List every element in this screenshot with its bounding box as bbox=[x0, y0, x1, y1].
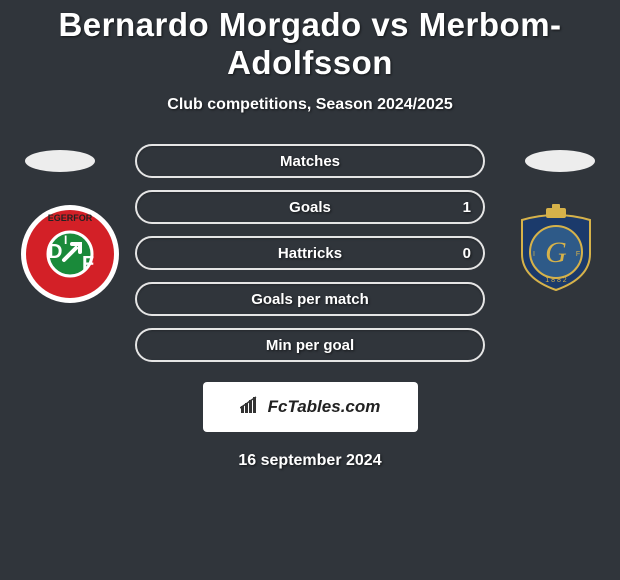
row-hattricks-right: 0 bbox=[463, 245, 471, 262]
page-title: Bernardo Morgado vs Merbom-Adolfsson bbox=[0, 0, 620, 82]
row-goals: Goals 1 bbox=[135, 190, 485, 224]
brand-box: FcTables.com bbox=[203, 382, 418, 432]
row-matches-label: Matches bbox=[280, 153, 340, 170]
svg-text:I: I bbox=[533, 251, 535, 258]
row-goals-right: 1 bbox=[463, 199, 471, 216]
svg-text:D: D bbox=[48, 241, 62, 263]
brand-chart-icon bbox=[240, 396, 262, 419]
row-matches: Matches bbox=[135, 144, 485, 178]
club-badge-right: G I F 1 8 8 2 bbox=[512, 204, 600, 292]
svg-text:I: I bbox=[64, 233, 67, 247]
subtitle: Club competitions, Season 2024/2025 bbox=[0, 96, 620, 114]
row-gpm: Goals per match bbox=[135, 282, 485, 316]
main: EGERFOR D F I G I F 1 8 8 2 Matc bbox=[0, 144, 620, 470]
comparison-card: Bernardo Morgado vs Merbom-Adolfsson Clu… bbox=[0, 0, 620, 580]
photo-placeholder-right bbox=[525, 150, 595, 172]
svg-text:EGERFOR: EGERFOR bbox=[48, 213, 93, 223]
svg-text:F: F bbox=[576, 251, 580, 258]
row-hattricks-label: Hattricks bbox=[278, 245, 342, 262]
brand-text: FcTables.com bbox=[268, 397, 381, 417]
brand-inner: FcTables.com bbox=[240, 396, 381, 419]
date-stamp: 16 september 2024 bbox=[0, 452, 620, 470]
club-badge-left: EGERFOR D F I bbox=[20, 204, 120, 304]
photo-placeholder-left bbox=[25, 150, 95, 172]
svg-text:1 8 8 2: 1 8 8 2 bbox=[545, 277, 567, 284]
row-hattricks: Hattricks 0 bbox=[135, 236, 485, 270]
row-gpm-label: Goals per match bbox=[251, 291, 369, 308]
row-mpg-label: Min per goal bbox=[266, 337, 354, 354]
row-mpg: Min per goal bbox=[135, 328, 485, 362]
svg-text:F: F bbox=[82, 253, 94, 275]
stat-rows: Matches Goals 1 Hattricks 0 Goals per ma… bbox=[135, 144, 485, 362]
svg-text:G: G bbox=[545, 236, 567, 269]
row-goals-label: Goals bbox=[289, 199, 331, 216]
